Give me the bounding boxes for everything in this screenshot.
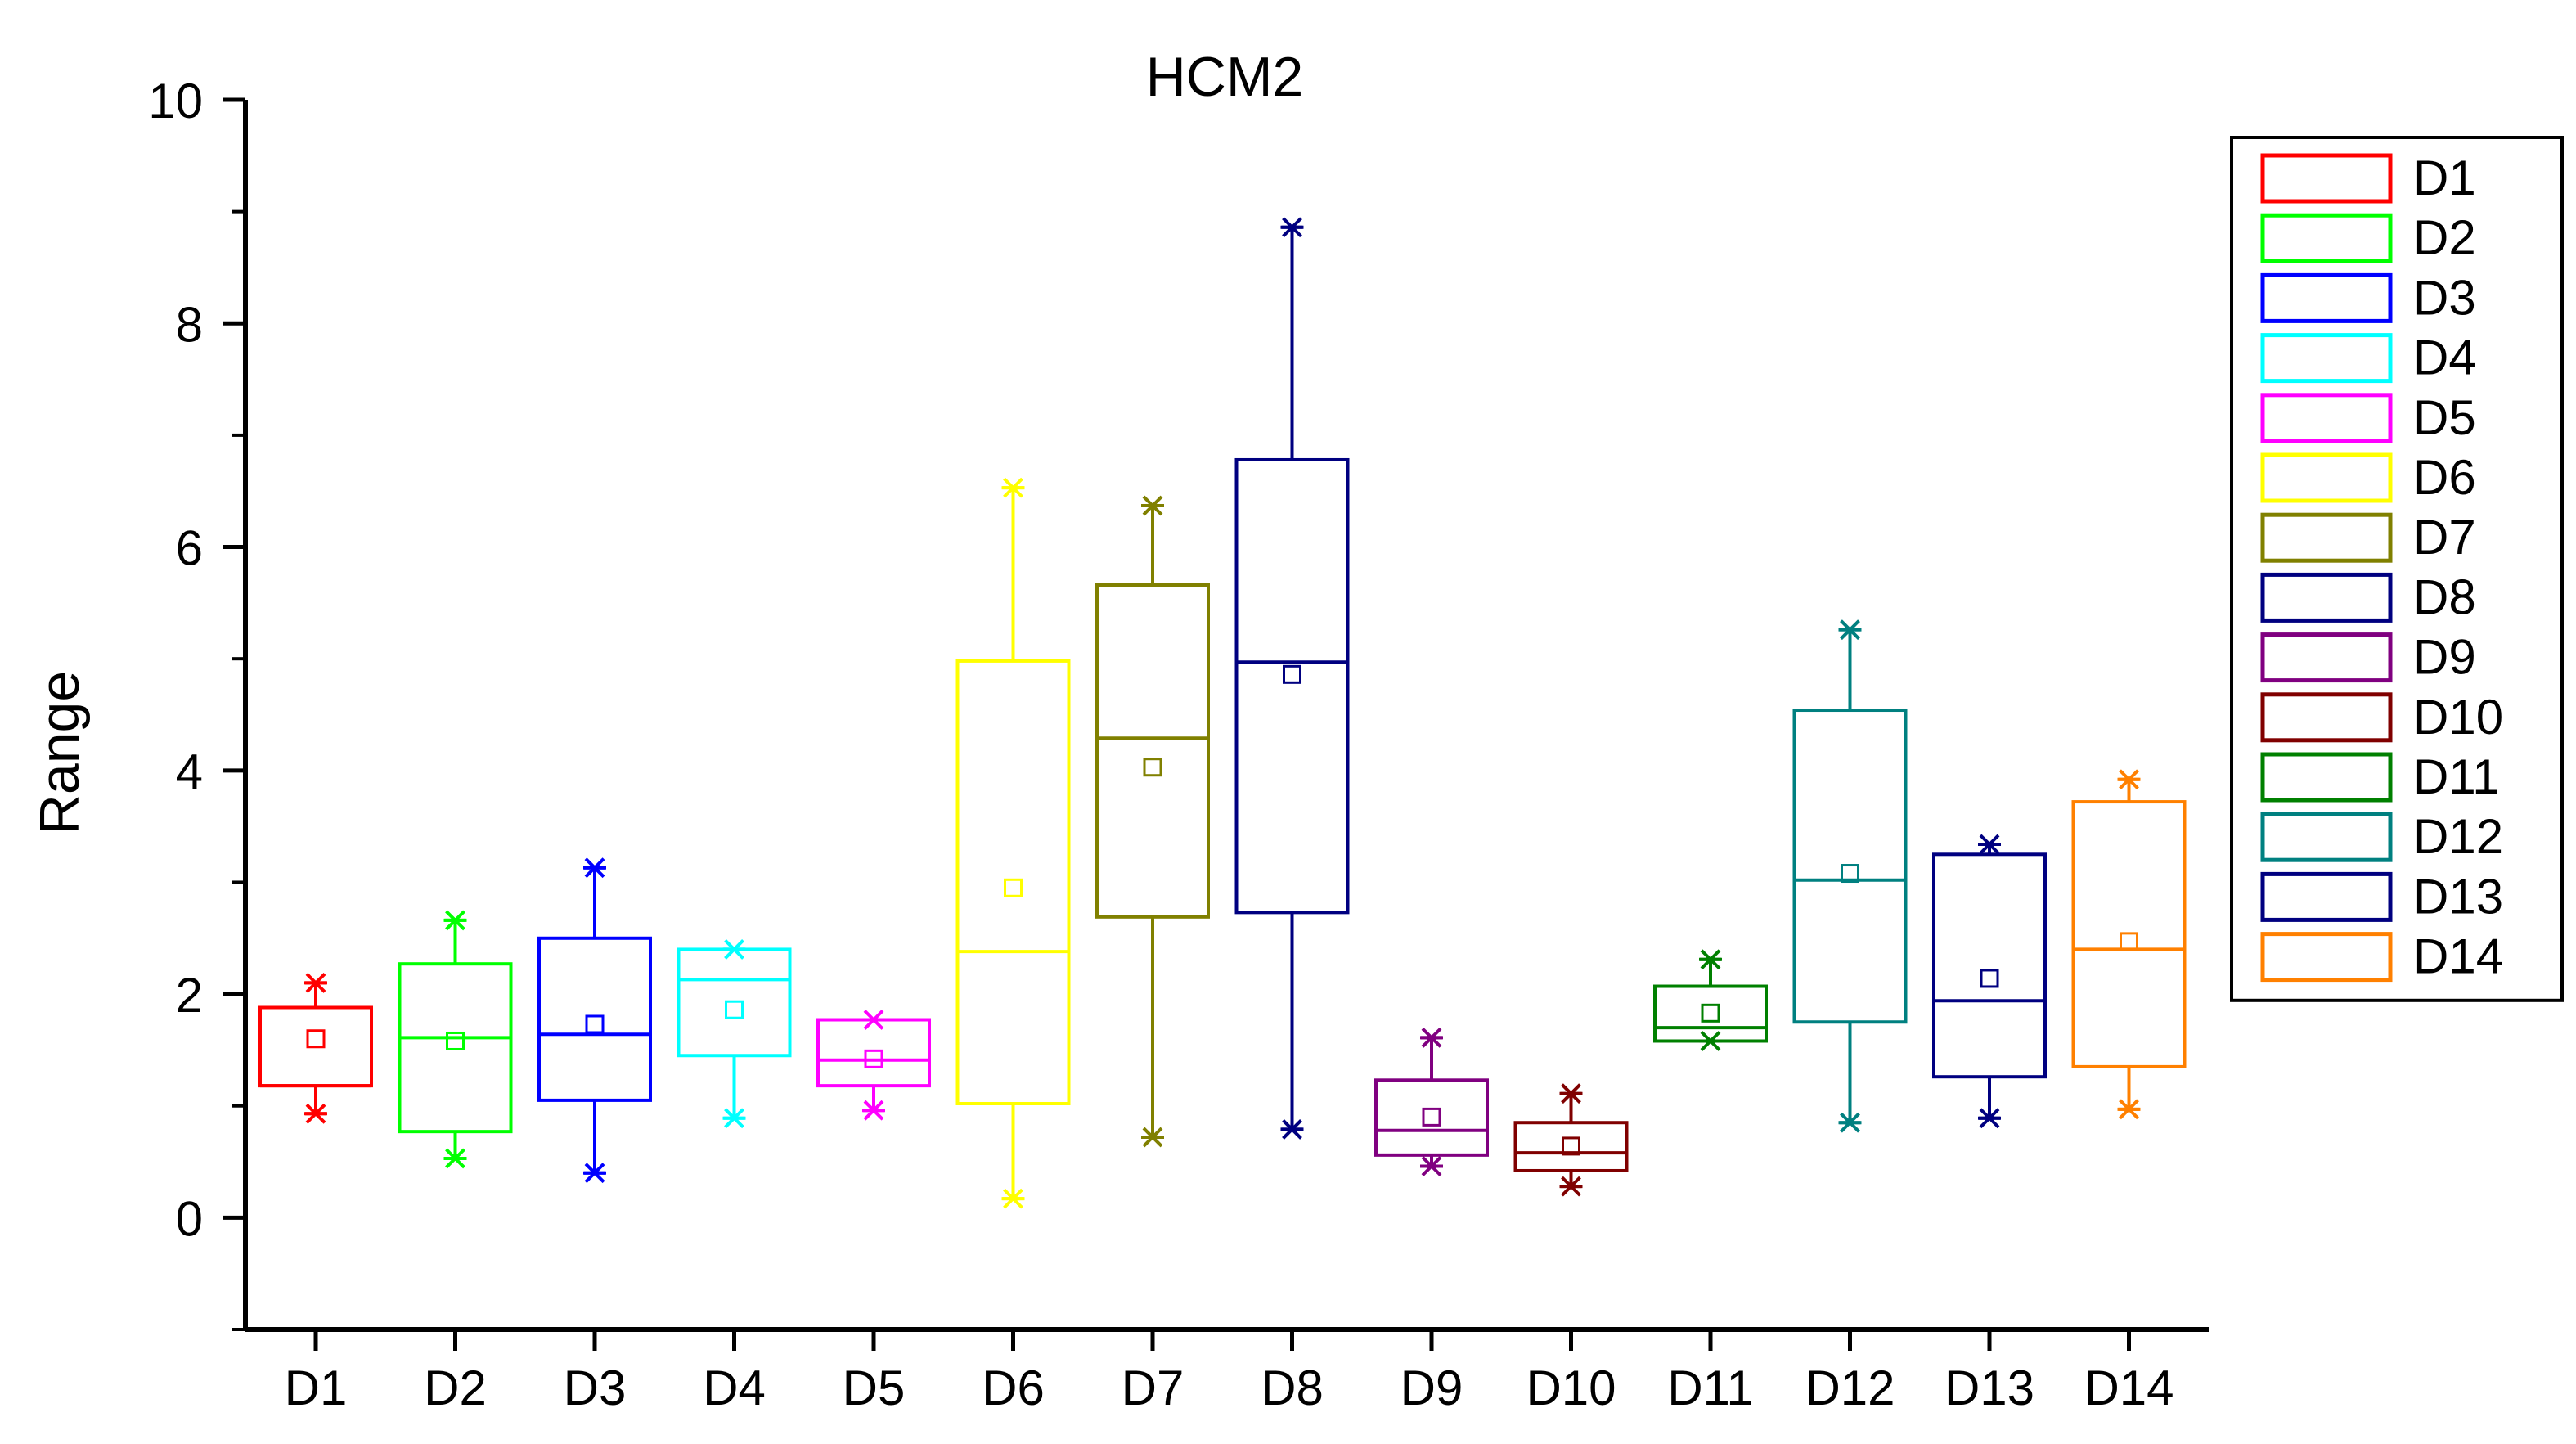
legend-label: D1 [2413,151,2476,205]
legend-label: D2 [2413,210,2476,265]
mean-marker [1143,758,1162,777]
legend-label: D3 [2413,270,2476,325]
legend-swatch [2260,812,2393,862]
legend-swatch [2260,932,2393,983]
mean-marker [1004,878,1023,897]
x-tick-label: D1 [285,1361,348,1415]
box [1653,984,1768,1043]
x-tick-label: D9 [1400,1361,1463,1415]
legend-swatch [2260,333,2393,384]
plot-area [258,217,2187,1209]
legend-swatch [2260,452,2393,503]
box [816,1018,931,1088]
axes: 0 2 4 6 8 10 D1 D2 D3 D4 D5 D6 D7 D8 D9 D10 D11 D12 D13 D14 [148,74,2209,1415]
legend-swatch [2260,632,2393,683]
box-group-d7 [1095,495,1210,1148]
legend-label: D11 [2413,749,2500,804]
legend-label: D8 [2413,569,2476,624]
box-group-d1 [258,973,373,1124]
x-tick-label: D13 [1944,1361,2034,1415]
mean-marker [1422,1107,1441,1127]
box [1095,583,1210,919]
legend-swatch [2260,512,2393,563]
y-tick-label: 4 [176,744,203,799]
x-tick-label: D10 [1526,1361,1616,1415]
box [1374,1078,1489,1157]
y-axis-label: Range [29,671,91,834]
mean-marker [306,1029,326,1049]
mean-marker [1841,864,1859,884]
box [1513,1121,1629,1172]
legend-swatch [2260,153,2393,204]
legend-label: D4 [2413,331,2476,385]
box-group-d5 [816,1010,931,1121]
box-group-d8 [1234,217,1350,1140]
legend-label: D6 [2413,450,2476,505]
box-group-d3 [537,857,652,1184]
x-tick-label: D3 [564,1361,627,1415]
legend-swatch [2260,752,2393,803]
mean-marker [1980,969,1999,988]
box-group-d13 [1932,834,2047,1129]
legend-label: D13 [2413,869,2503,924]
mean-marker [1701,1003,1720,1023]
box [1234,457,1350,915]
x-tick-label: D4 [703,1361,766,1415]
box [2071,800,2187,1068]
legend-frame [2230,136,2564,1002]
y-tick-label: 6 [176,521,203,576]
mean-marker [725,1000,744,1019]
x-tick-label: D11 [1667,1361,1754,1415]
box [955,659,1071,1105]
y-tick-label: 8 [176,297,203,352]
legend-label: D10 [2413,690,2503,744]
box-group-d10 [1513,1083,1629,1197]
legend-swatch [2260,213,2393,263]
mean-marker [2120,932,2138,951]
legend-swatch [2260,393,2393,443]
legend-label: D12 [2413,809,2503,864]
x-tick-label: D14 [2084,1361,2174,1415]
chart-title: HCM2 [1146,46,1304,108]
box-group-d12 [1792,619,1908,1133]
x-tick-label: D5 [843,1361,906,1415]
x-tick-label: D12 [1805,1361,1895,1415]
legend-swatch [2260,692,2393,743]
box [1792,709,1908,1024]
x-tick-label: D8 [1261,1361,1324,1415]
y-tick-label: 0 [176,1191,203,1246]
legend-label: D5 [2413,390,2476,445]
box-group-d9 [1374,1027,1489,1176]
box-group-d2 [398,910,513,1169]
box [537,936,652,1102]
box [1932,852,2047,1079]
legend-label: D7 [2413,510,2476,565]
legend-swatch [2260,871,2393,922]
box-group-d6 [955,477,1071,1209]
box-group-d11 [1653,949,1768,1051]
legend-label: D9 [2413,630,2476,685]
x-tick-label: D2 [424,1361,487,1415]
mean-marker [1283,664,1301,684]
x-tick-label: D7 [1122,1361,1185,1415]
y-tick-label: 10 [148,74,203,128]
mean-marker [864,1049,883,1068]
legend-swatch [2260,272,2393,323]
box-group-d4 [677,939,792,1129]
box [398,962,513,1134]
mean-marker [446,1031,465,1050]
mean-marker [585,1014,605,1034]
x-tick-label: D6 [982,1361,1045,1415]
legend-label: D14 [2413,929,2503,984]
legend-swatch [2260,572,2393,623]
y-tick-label: 2 [176,968,203,1023]
box-group-d14 [2071,769,2187,1120]
mean-marker [1562,1136,1580,1156]
